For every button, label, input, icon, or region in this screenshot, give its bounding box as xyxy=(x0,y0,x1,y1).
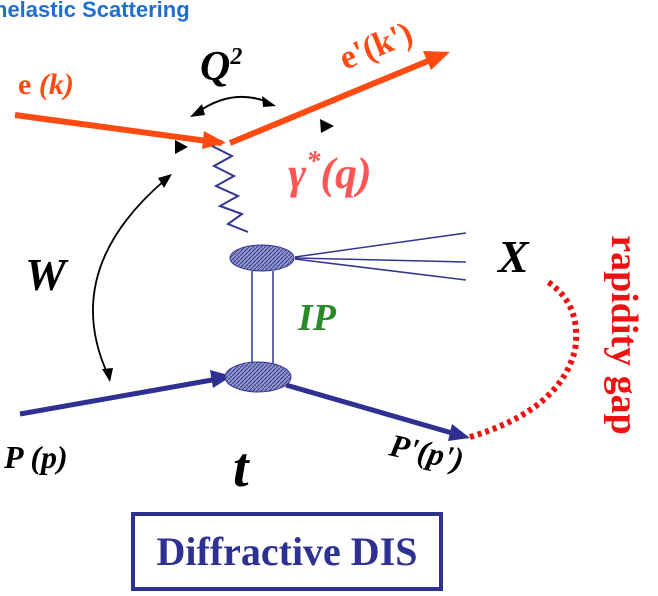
arrow xyxy=(175,140,188,154)
arrow xyxy=(190,104,205,117)
proton-in-line xyxy=(19,377,213,417)
proton-in-label: P (p) xyxy=(3,439,68,475)
q2-arc xyxy=(197,95,269,113)
title: nelastic Scattering xyxy=(0,0,190,22)
rapidity-gap-label: rapidity gap xyxy=(603,235,645,435)
q2-label: Q2 xyxy=(200,44,242,90)
arrow xyxy=(158,174,172,188)
particle: P xyxy=(3,439,24,475)
photon-label: γ*(q) xyxy=(288,146,372,198)
arrow xyxy=(423,51,450,70)
electron-in-label: e (k) xyxy=(18,68,74,101)
upper-blob xyxy=(229,244,295,272)
t-label: t xyxy=(233,437,250,499)
sup: * xyxy=(306,146,321,177)
photon-line xyxy=(211,145,249,233)
x-line xyxy=(294,257,467,263)
box-title: Diffractive DIS xyxy=(156,529,417,574)
proton-out-line xyxy=(285,382,453,436)
momentum: (p) xyxy=(30,439,67,475)
lower-blob xyxy=(224,361,292,393)
rapidity-gap-curve xyxy=(469,279,580,440)
box xyxy=(131,512,443,591)
w-arc xyxy=(92,179,166,376)
arrow xyxy=(262,96,276,107)
symbol: Q xyxy=(200,44,230,90)
symbol: γ xyxy=(288,149,307,198)
arrow xyxy=(102,368,113,382)
arrow xyxy=(320,119,334,133)
arrow xyxy=(202,131,226,149)
arrow xyxy=(448,424,470,441)
particle: e xyxy=(18,68,31,101)
electron-in-line xyxy=(14,112,223,146)
electron-out-line xyxy=(228,58,430,146)
x-line xyxy=(294,232,467,258)
x-line xyxy=(294,258,467,281)
pomeron-label: IP xyxy=(297,297,337,339)
w-label: W xyxy=(25,249,69,300)
momentum: (k) xyxy=(39,68,74,101)
momentum: (q) xyxy=(320,149,371,198)
sup: 2 xyxy=(229,44,242,70)
x-label: X xyxy=(496,231,530,282)
